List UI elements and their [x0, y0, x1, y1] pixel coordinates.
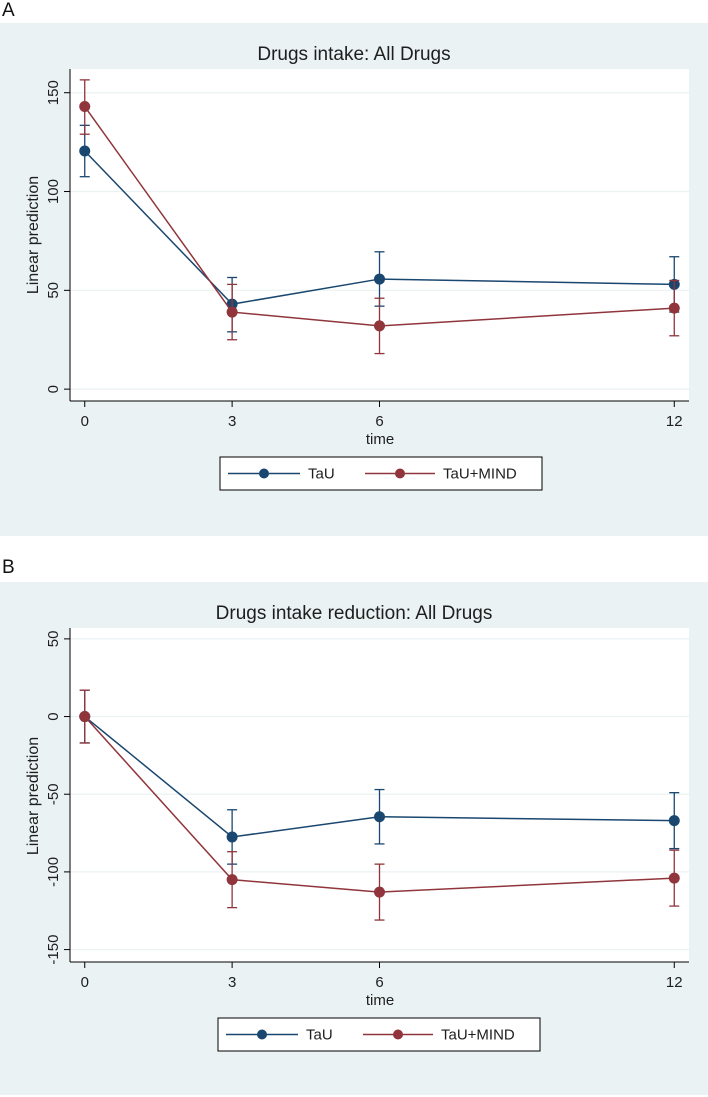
- panel-label-b: B: [2, 557, 15, 578]
- x-axis-label: time: [366, 431, 394, 448]
- y-tick-label--100: -100: [45, 857, 62, 887]
- y-tick-label-50: 50: [45, 282, 62, 299]
- x-tick-label-3: 3: [228, 974, 236, 991]
- data-point: [668, 815, 680, 827]
- data-point: [226, 306, 238, 318]
- series-line: [84, 106, 675, 327]
- series-line: [84, 716, 675, 893]
- legend-label-tau-mind: TaU+MIND: [441, 1027, 515, 1044]
- series-1: [79, 79, 680, 355]
- data-point: [226, 874, 238, 886]
- x-tick-label-6: 6: [375, 974, 383, 991]
- series-line: [84, 715, 675, 838]
- y-axis-label: Linear prediction: [25, 176, 42, 294]
- data-point: [374, 886, 385, 898]
- data-point: [668, 872, 680, 884]
- data-point: [79, 145, 91, 157]
- chart-panel-b: -150 -100 -50 0 50 0 3 6 12 Drugs intake reducti…: [0, 559, 708, 1095]
- legend-swatch-tau-marker: [257, 1029, 267, 1040]
- series-line: [84, 150, 675, 305]
- data-point: [374, 320, 385, 332]
- legend-swatch-tau-mind-marker: [393, 1029, 403, 1040]
- y-tick-label-150: 150: [45, 80, 62, 105]
- y-tick-label-0: 0: [45, 712, 62, 720]
- data-point: [79, 101, 91, 113]
- y-tick-label-50: 50: [45, 631, 62, 648]
- legend: TaU TaU+MIND: [217, 1017, 541, 1052]
- chart-a: 0 50 100 150 0 3 6 12 Drugs intake: All Drugs t…: [0, 23, 708, 536]
- data-point: [668, 302, 680, 314]
- chart-title: Drugs intake: All Drugs: [257, 44, 450, 65]
- x-tick-label-12: 12: [666, 413, 683, 430]
- x-tick-label-0: 0: [81, 974, 89, 991]
- y-tick-label--150: -150: [45, 935, 62, 965]
- x-axis-label: time: [366, 992, 394, 1009]
- x-tick-label-12: 12: [666, 974, 683, 991]
- x-tick-label-3: 3: [228, 413, 236, 430]
- data-point: [226, 831, 238, 843]
- data-point: [79, 711, 91, 723]
- panel-label-a: A: [2, 0, 15, 21]
- x-tick-label-6: 6: [375, 413, 383, 430]
- chart-title: Drugs intake reduction: All Drugs: [216, 603, 493, 624]
- y-tick-label-100: 100: [45, 179, 62, 204]
- x-tick-label-0: 0: [81, 413, 89, 430]
- legend-swatch-tau-marker: [259, 468, 269, 479]
- chart-panel-a: 0 50 100 150 0 3 6 12 Drugs intake: All Drugs t…: [0, 0, 708, 536]
- legend-label-tau: TaU: [306, 1027, 333, 1044]
- series-1: [79, 689, 680, 921]
- data-point: [374, 811, 385, 823]
- y-tick-label--50: -50: [45, 783, 62, 805]
- legend: TaU TaU+MIND: [219, 456, 543, 491]
- y-tick-label-0: 0: [45, 385, 62, 393]
- y-axis-label: Linear prediction: [25, 737, 42, 855]
- chart-b: -150 -100 -50 0 50 0 3 6 12 Drugs intake reducti…: [0, 582, 708, 1095]
- series-0: [79, 124, 680, 333]
- legend-label-tau-mind: TaU+MIND: [443, 466, 517, 483]
- legend-label-tau: TaU: [308, 466, 335, 483]
- legend-swatch-tau-mind-marker: [395, 468, 405, 479]
- data-point: [374, 273, 385, 285]
